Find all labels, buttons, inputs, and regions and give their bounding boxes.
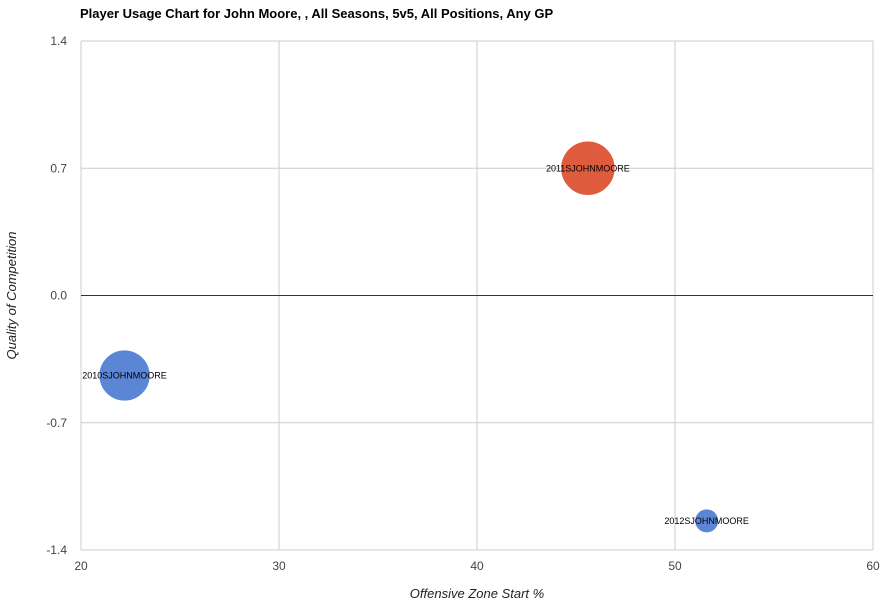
x-tick-label: 40 [470,559,484,573]
bubble-label: 2010SJOHNMOORE [82,370,167,380]
x-axis-title: Offensive Zone Start % [410,586,544,601]
bubble-2012sjohnmoore[interactable] [694,508,720,534]
chart-title: Player Usage Chart for John Moore, , All… [80,6,554,21]
bubble-label: 2011SJOHNMOORE [546,163,630,173]
y-tick-label: -1.4 [46,543,67,557]
y-tick-label: 0.7 [50,161,67,175]
x-tick-label: 60 [866,559,880,573]
x-tick-label: 20 [74,559,88,573]
y-tick-label: -0.7 [46,416,67,430]
x-tick-label: 30 [272,559,286,573]
y-tick-label: 1.4 [50,34,67,48]
bubble-label: 2012SJOHNMOORE [664,516,749,526]
y-tick-label: 0.0 [50,289,67,303]
x-tick-label: 50 [668,559,682,573]
bubble-2011sjohnmoore[interactable] [560,140,616,196]
bubble-2010sjohnmoore[interactable] [98,349,151,402]
y-axis-title: Quality of Competition [4,232,19,360]
